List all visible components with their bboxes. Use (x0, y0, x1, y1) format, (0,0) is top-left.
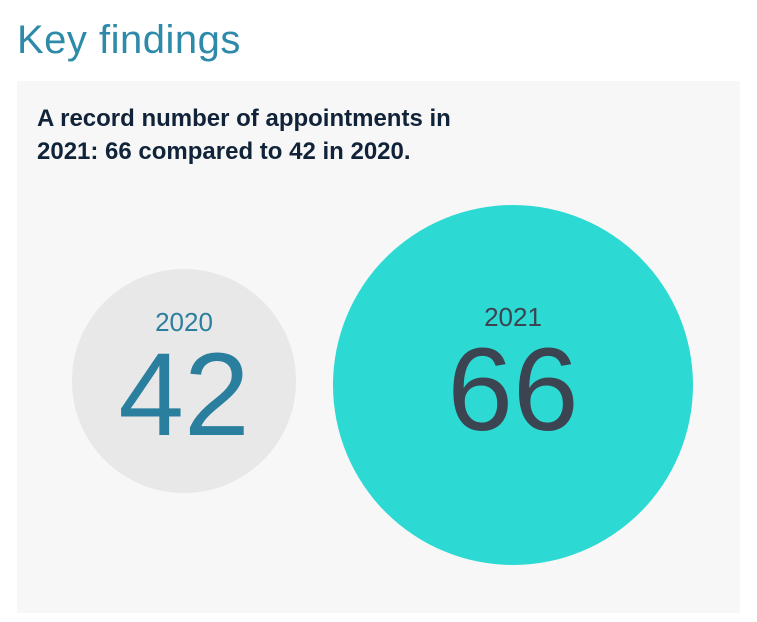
bubble-2021-year-label: 2021 (484, 301, 542, 332)
summary-line-1: A record number of appointments in (37, 105, 451, 132)
bubble-2020-content: 2020 42 (118, 306, 250, 461)
summary-line-2: 2021: 66 compared to 42 in 2020. (37, 138, 411, 165)
bubble-2021: 2021 66 (333, 205, 693, 565)
summary-text: A record number of appointments in 2021:… (37, 102, 451, 168)
page-title: Key findings (17, 18, 241, 62)
bubble-2020-value: 42 (118, 328, 250, 461)
bubble-2021-value: 66 (447, 323, 579, 456)
key-findings-card: A record number of appointments in 2021:… (17, 81, 740, 613)
bubble-2020: 2020 42 (72, 269, 296, 493)
bubble-2021-content: 2021 66 (447, 301, 579, 456)
bubble-2020-year-label: 2020 (155, 306, 213, 337)
